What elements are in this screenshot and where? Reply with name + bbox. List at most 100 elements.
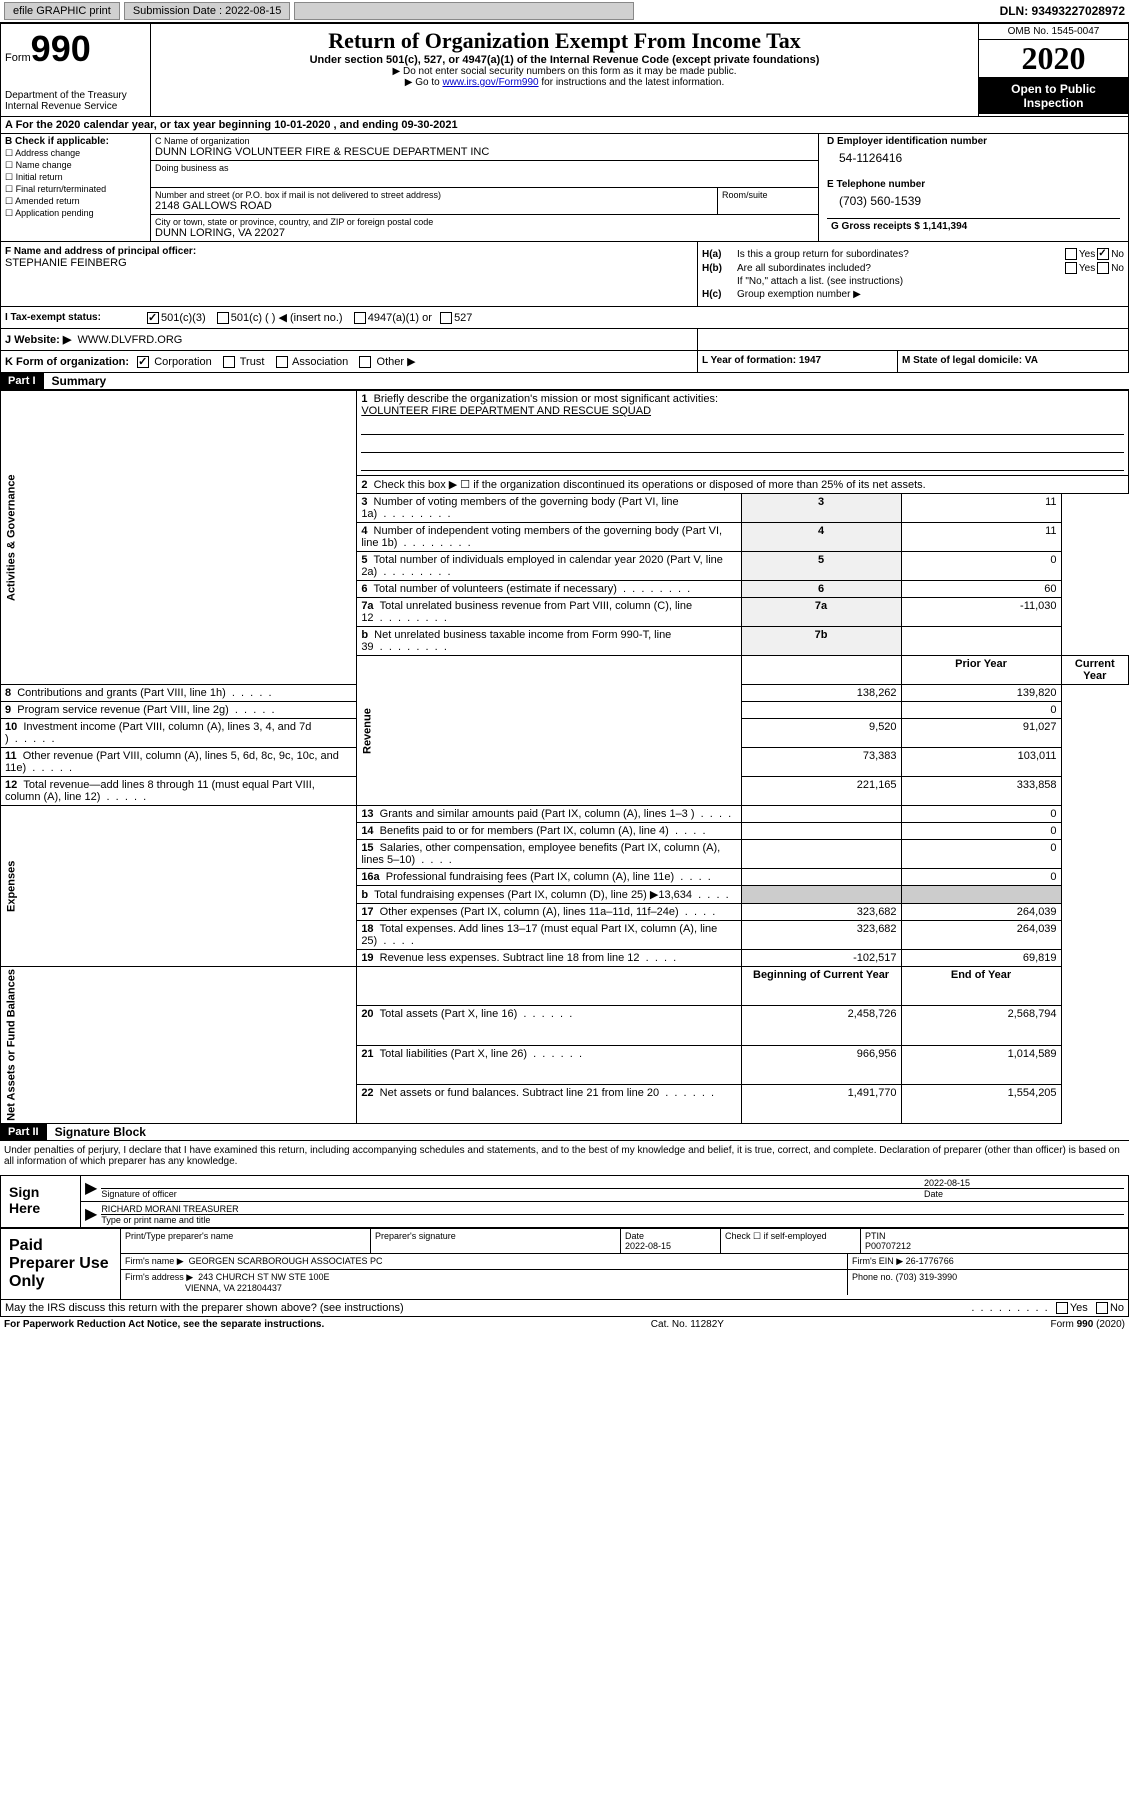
mission-text: VOLUNTEER FIRE DEPARTMENT AND RESCUE SQU… bbox=[361, 405, 651, 417]
cat-no: Cat. No. 11282Y bbox=[651, 1319, 724, 1330]
street-address: 2148 GALLOWS ROAD bbox=[155, 200, 713, 212]
header-left: Form990 Department of the Treasury Inter… bbox=[1, 24, 151, 116]
signature-intro: Under penalties of perjury, I declare th… bbox=[0, 1141, 1129, 1171]
form-number: 990 bbox=[31, 28, 91, 69]
city-label: City or town, state or province, country… bbox=[155, 217, 814, 227]
info-grid: B Check if applicable: ☐ Address change … bbox=[0, 133, 1129, 242]
addr-label: Number and street (or P.O. box if mail i… bbox=[155, 190, 713, 200]
section-m: M State of legal domicile: VA bbox=[898, 351, 1128, 372]
part2-header-row: Part II Signature Block bbox=[0, 1124, 1129, 1141]
omb-number: OMB No. 1545-0047 bbox=[979, 24, 1128, 40]
header-note2: ▶ Go to www.irs.gov/Form990 for instruct… bbox=[155, 77, 974, 88]
ein-label: D Employer identification number bbox=[827, 136, 1120, 147]
opt-amended[interactable]: ☐ Amended return bbox=[5, 196, 146, 207]
header-note1: ▶ Do not enter social security numbers o… bbox=[155, 66, 974, 77]
4947-checkbox[interactable] bbox=[354, 312, 366, 324]
name-label: C Name of organization bbox=[155, 136, 814, 146]
discuss-no-checkbox[interactable] bbox=[1096, 1302, 1108, 1314]
part1-title: Summary bbox=[44, 374, 107, 388]
irs-label: Internal Revenue Service bbox=[5, 101, 146, 112]
firm-addr2: VIENNA, VA 221804437 bbox=[185, 1283, 282, 1293]
vert-governance: Activities & Governance bbox=[1, 391, 357, 685]
officer-name-title: RICHARD MORANI TREASURER bbox=[101, 1204, 1124, 1215]
blank-button[interactable] bbox=[294, 2, 634, 20]
vert-revenue: Revenue bbox=[357, 656, 741, 806]
current-year-header: Current Year bbox=[1061, 656, 1128, 685]
hb-no-checkbox[interactable] bbox=[1097, 262, 1109, 274]
preparer-section: Paid Preparer Use Only Print/Type prepar… bbox=[0, 1228, 1129, 1300]
beginning-year-header: Beginning of Current Year bbox=[741, 967, 901, 1006]
part2-title: Signature Block bbox=[47, 1125, 146, 1139]
efile-button[interactable]: efile GRAPHIC print bbox=[4, 2, 120, 20]
klm-row: K Form of organization: Corporation Trus… bbox=[0, 351, 1129, 373]
form-year: Form 990 (2020) bbox=[1051, 1319, 1125, 1330]
section-h: H(a) Is this a group return for subordin… bbox=[698, 242, 1128, 306]
opt-final-return[interactable]: ☐ Final return/terminated bbox=[5, 184, 146, 195]
header-subtitle: Under section 501(c), 527, or 4947(a)(1)… bbox=[155, 54, 974, 66]
ein-value: 54-1126416 bbox=[827, 147, 1120, 175]
firm-addr1: 243 CHURCH ST NW STE 100E bbox=[198, 1272, 329, 1282]
dba-label: Doing business as bbox=[155, 163, 814, 173]
501c-checkbox[interactable] bbox=[217, 312, 229, 324]
tel-value: (703) 560-1539 bbox=[827, 190, 1120, 218]
tel-label: E Telephone number bbox=[827, 179, 1120, 190]
header-center: Return of Organization Exempt From Incom… bbox=[151, 24, 978, 116]
opt-initial-return[interactable]: ☐ Initial return bbox=[5, 172, 146, 183]
gross-receipts: G Gross receipts $ 1,141,394 bbox=[827, 218, 1120, 234]
opt-application[interactable]: ☐ Application pending bbox=[5, 208, 146, 219]
form-label: Form bbox=[5, 52, 31, 64]
paid-preparer-label: Paid Preparer Use Only bbox=[1, 1229, 121, 1299]
firm-name: GEORGEN SCARBOROUGH ASSOCIATES PC bbox=[189, 1256, 383, 1266]
org-name: DUNN LORING VOLUNTEER FIRE & RESCUE DEPA… bbox=[155, 146, 814, 158]
dept-label: Department of the Treasury bbox=[5, 90, 146, 101]
k-corp-checkbox[interactable] bbox=[137, 356, 149, 368]
527-checkbox[interactable] bbox=[440, 312, 452, 324]
part1-header-row: Part I Summary bbox=[0, 373, 1129, 390]
signature-section: Sign Here ▶ 2022-08-15 Signature of offi… bbox=[0, 1175, 1129, 1228]
k-trust-checkbox[interactable] bbox=[223, 356, 235, 368]
dln-label: DLN: 93493227028972 bbox=[1000, 4, 1125, 18]
ha-yes-checkbox[interactable] bbox=[1065, 248, 1077, 260]
part1-header: Part I bbox=[0, 373, 44, 389]
discuss-row: May the IRS discuss this return with the… bbox=[0, 1300, 1129, 1317]
website-url: WWW.DLVFRD.ORG bbox=[77, 334, 182, 346]
paperwork-notice: For Paperwork Reduction Act Notice, see … bbox=[4, 1319, 324, 1330]
vert-netassets: Net Assets or Fund Balances bbox=[1, 967, 357, 1124]
summary-table: Activities & Governance 1 Briefly descri… bbox=[0, 390, 1129, 1124]
sig-date: 2022-08-15 bbox=[924, 1178, 1124, 1188]
ptin-value: P00707212 bbox=[865, 1241, 911, 1251]
opt-address-change[interactable]: ☐ Address change bbox=[5, 148, 146, 159]
section-j: J Website: ▶ WWW.DLVFRD.ORG bbox=[0, 329, 1129, 351]
ha-no-checkbox[interactable] bbox=[1097, 248, 1109, 260]
tax-year: 2020 bbox=[979, 40, 1128, 78]
firm-phone: (703) 319-3990 bbox=[896, 1272, 958, 1282]
section-b: B Check if applicable: ☐ Address change … bbox=[1, 134, 151, 241]
submission-date-button[interactable]: Submission Date : 2022-08-15 bbox=[124, 2, 291, 20]
section-l: L Year of formation: 1947 bbox=[698, 351, 898, 372]
section-i: I Tax-exempt status: 501(c)(3) 501(c) ( … bbox=[0, 307, 1129, 329]
k-assoc-checkbox[interactable] bbox=[276, 356, 288, 368]
501c3-checkbox[interactable] bbox=[147, 312, 159, 324]
vert-expenses: Expenses bbox=[1, 806, 357, 967]
inspection-label: Open to Public Inspection bbox=[979, 78, 1128, 114]
sign-here-label: Sign Here bbox=[1, 1176, 81, 1227]
section-de: D Employer identification number 54-1126… bbox=[818, 134, 1128, 241]
discuss-yes-checkbox[interactable] bbox=[1056, 1302, 1068, 1314]
part2-header: Part II bbox=[0, 1124, 47, 1140]
form990-link[interactable]: www.irs.gov/Form990 bbox=[442, 77, 538, 88]
k-other-checkbox[interactable] bbox=[359, 356, 371, 368]
room-label: Room/suite bbox=[722, 190, 814, 200]
fgh-row: F Name and address of principal officer:… bbox=[0, 242, 1129, 307]
hb-yes-checkbox[interactable] bbox=[1065, 262, 1077, 274]
opt-name-change[interactable]: ☐ Name change bbox=[5, 160, 146, 171]
officer-name: STEPHANIE FEINBERG bbox=[5, 257, 693, 269]
city-state-zip: DUNN LORING, VA 22027 bbox=[155, 227, 814, 239]
header-title: Return of Organization Exempt From Incom… bbox=[155, 28, 974, 54]
period-row: A For the 2020 calendar year, or tax yea… bbox=[0, 117, 1129, 133]
footer: For Paperwork Reduction Act Notice, see … bbox=[0, 1317, 1129, 1332]
top-bar: efile GRAPHIC print Submission Date : 20… bbox=[0, 0, 1129, 23]
section-b-label: B Check if applicable: bbox=[5, 136, 146, 147]
firm-ein: 26-1776766 bbox=[906, 1256, 954, 1266]
end-year-header: End of Year bbox=[901, 967, 1061, 1006]
prior-year-header: Prior Year bbox=[901, 656, 1061, 685]
